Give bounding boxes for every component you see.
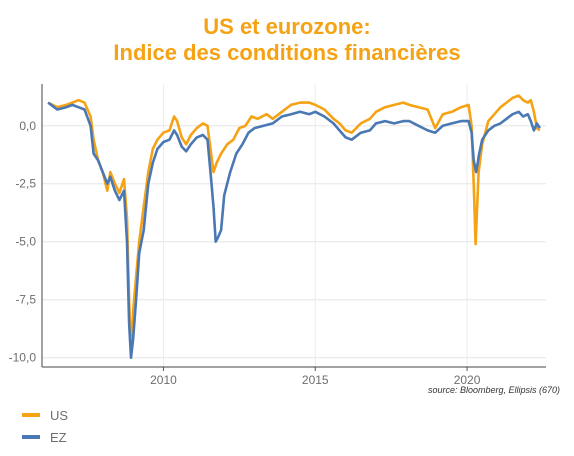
axes: 0,0 -2,5 -5,0 -7,5 -10,0 2010 2015 2020 [9,84,546,387]
legend-swatch-ez [22,435,40,439]
legend-item-us: US [22,404,68,426]
y-tick-label: -7,5 [15,293,36,307]
y-tick-label: 0,0 [19,119,36,133]
legend-label-ez: EZ [50,429,67,445]
series-line-us [47,94,541,355]
chart-title-line-2: Indice des conditions financières [113,40,461,65]
x-tick-label: 2015 [302,373,329,387]
y-tick-label: -2,5 [15,177,36,191]
source-note: source: Bloomberg, Ellipsis (670) [428,385,560,395]
gridlines [42,84,546,367]
y-tick-label: -10,0 [9,351,37,365]
series-lines [47,94,541,359]
legend: US EZ [22,404,68,448]
legend-swatch-us [22,413,40,417]
y-tick-label: -5,0 [15,235,36,249]
chart-title-line-1: US et eurozone: [203,14,371,39]
chart-title: US et eurozone: Indice des conditions fi… [0,14,574,66]
legend-item-ez: EZ [22,426,68,448]
series-line-ez [47,101,541,359]
x-tick-label: 2020 [454,373,481,387]
legend-label-us: US [50,407,69,423]
x-tick-label: 2010 [150,373,177,387]
